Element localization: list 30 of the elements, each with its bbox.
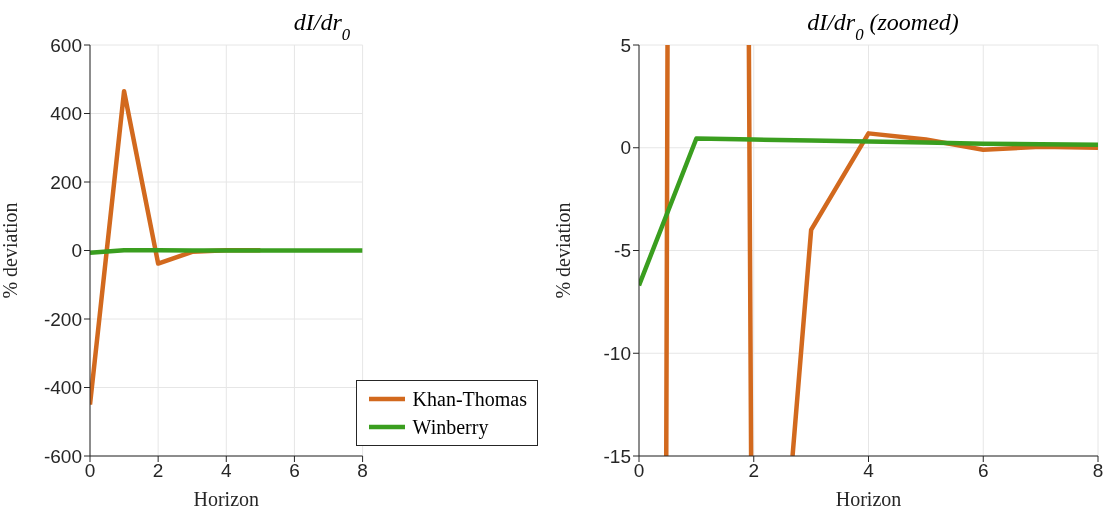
- x-tick-label: 0: [84, 460, 96, 482]
- y-tick-label: -10: [603, 342, 631, 364]
- x-axis-title: Horizon: [193, 488, 260, 510]
- x-tick-label: 8: [357, 460, 368, 482]
- y-tick-label: 0: [620, 137, 631, 159]
- y-tick-label: -600: [43, 445, 82, 467]
- x-tick-label: 6: [289, 460, 300, 482]
- y-tick-label: 600: [50, 34, 82, 56]
- y-tick-label: -400: [43, 377, 82, 399]
- chart-title: dI/dr$_{0}$: [293, 9, 351, 44]
- y-tick-label: -200: [43, 308, 82, 330]
- x-tick-label: 8: [1092, 460, 1104, 482]
- x-tick-label: 4: [863, 460, 875, 482]
- x-axis-title: Horizon: [835, 488, 902, 510]
- line-series: [639, 136, 1098, 288]
- chart-title: dI/dr$_{0}$ (zoomed): [807, 9, 959, 44]
- y-tick-label: -15: [603, 445, 631, 467]
- legend-label: Winberry: [412, 415, 489, 441]
- y-tick-label: 400: [50, 103, 82, 125]
- x-tick-label: 4: [221, 460, 232, 482]
- y-axis-title: % deviation: [552, 202, 575, 299]
- legend-label: Khan-Thomas: [412, 387, 527, 412]
- x-tick-label: 6: [977, 460, 989, 482]
- x-tick-label: 2: [748, 460, 760, 482]
- y-tick-label: 200: [50, 171, 82, 193]
- y-tick-label: 5: [620, 34, 631, 56]
- x-tick-label: 2: [152, 460, 164, 482]
- y-axis-title: % deviation: [0, 202, 22, 299]
- y-tick-label: 0: [71, 240, 82, 262]
- y-tick-label: -5: [614, 240, 631, 262]
